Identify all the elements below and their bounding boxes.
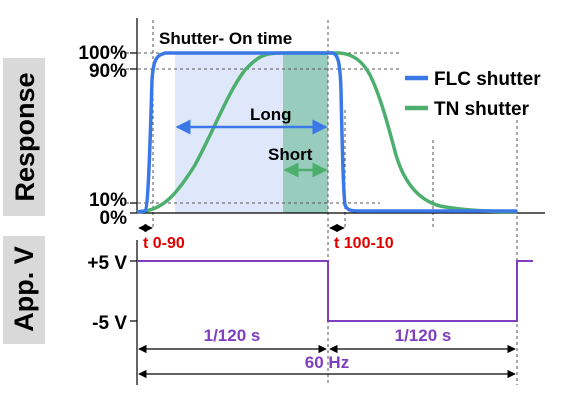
t090-label: t 0-90 <box>143 235 185 252</box>
freq-label: 60 Hz <box>305 353 349 372</box>
short-region <box>283 53 328 213</box>
period1-label: 1/120 s <box>204 326 261 345</box>
tick-0: 0% <box>100 208 128 229</box>
tick-plus5v: +5 V <box>87 253 127 274</box>
short-label: Short <box>268 145 313 164</box>
t10010-label: t 100-10 <box>334 235 394 252</box>
legend-flc-label: FLC shutter <box>434 69 541 90</box>
app-v-axis-label-box <box>3 236 45 344</box>
period2-label: 1/120 s <box>395 326 452 345</box>
tn-shutter-curve <box>136 51 517 214</box>
tick-10: 10% <box>89 190 127 211</box>
y-tick-marks <box>130 52 137 322</box>
legend: FLC shutter TN shutter <box>405 69 541 120</box>
shutter-on-time-label: Shutter- On time <box>159 29 292 48</box>
long-label: Long <box>250 105 292 124</box>
tick-minus5v: -5 V <box>92 313 127 334</box>
flc-shutter-curve <box>136 51 517 214</box>
response-axis-label-box <box>3 58 45 216</box>
applied-voltage-waveform <box>137 260 533 322</box>
tick-90: 90% <box>89 61 127 82</box>
tick-100: 100% <box>78 43 127 64</box>
legend-tn-label: TN shutter <box>434 99 530 120</box>
